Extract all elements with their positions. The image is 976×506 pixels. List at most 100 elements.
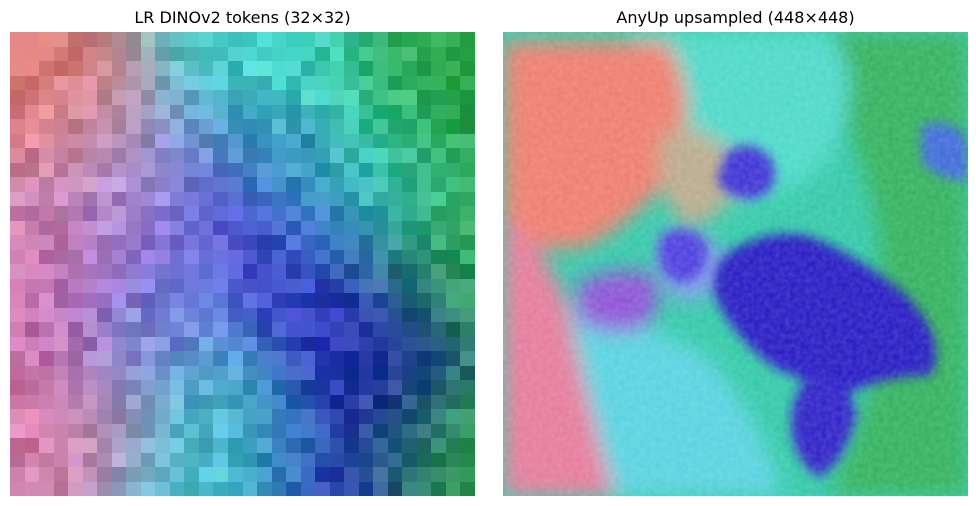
token-cell: [416, 467, 432, 482]
token-cell: [169, 90, 185, 105]
token-cell: [373, 394, 388, 409]
token-cell: [82, 409, 98, 424]
token-cell: [39, 104, 54, 119]
token-cell: [155, 177, 170, 192]
token-cell: [126, 307, 141, 322]
token-cell: [140, 206, 156, 221]
token-cell: [402, 206, 417, 221]
token-cell: [271, 162, 287, 177]
token-cell: [416, 380, 432, 395]
token-cell: [373, 75, 388, 90]
token-cell: [460, 336, 475, 351]
token-cell: [373, 206, 388, 221]
token-cell: [10, 322, 25, 337]
token-cell: [126, 206, 141, 221]
token-cell: [329, 206, 345, 221]
token-cell: [82, 307, 98, 322]
token-cell: [126, 32, 141, 47]
token-cell: [242, 104, 258, 119]
token-cell: [286, 75, 301, 90]
token-cell: [39, 46, 54, 61]
token-cell: [431, 220, 446, 235]
token-cell: [315, 438, 330, 453]
token-cell: [460, 235, 475, 250]
token-cell: [387, 365, 403, 380]
token-cell: [329, 423, 345, 438]
token-cell: [39, 423, 54, 438]
token-cell: [445, 365, 461, 380]
token-cell: [53, 307, 69, 322]
token-cell: [242, 220, 258, 235]
token-cell: [24, 351, 40, 366]
token-cell: [82, 380, 98, 395]
token-cell: [431, 162, 446, 177]
token-cell: [431, 409, 446, 424]
token-cell: [416, 409, 432, 424]
token-cell: [10, 351, 25, 366]
token-cell: [271, 133, 287, 148]
token-cell: [416, 452, 432, 467]
token-cell: [24, 206, 40, 221]
token-cell: [97, 293, 112, 308]
token-cell: [416, 148, 432, 163]
token-cell: [402, 278, 417, 293]
token-cell: [10, 365, 25, 380]
token-cell: [169, 119, 185, 134]
token-cell: [315, 249, 330, 264]
token-cell: [358, 249, 374, 264]
token-cell: [300, 394, 316, 409]
token-cell: [329, 351, 345, 366]
token-cell: [460, 264, 475, 279]
token-cell: [82, 148, 98, 163]
token-cell: [126, 452, 141, 467]
token-cell: [445, 249, 461, 264]
token-cell: [329, 467, 345, 482]
token-cell: [445, 467, 461, 482]
token-cell: [387, 90, 403, 105]
token-cell: [315, 148, 330, 163]
token-cell: [329, 293, 345, 308]
token-cell: [387, 206, 403, 221]
token-cell: [140, 90, 156, 105]
token-cell: [460, 75, 475, 90]
token-cell: [358, 307, 374, 322]
token-cell: [111, 264, 127, 279]
token-cell: [10, 235, 25, 250]
token-cell: [271, 32, 287, 47]
token-cell: [242, 46, 258, 61]
token-cell: [344, 32, 359, 47]
token-cell: [68, 409, 83, 424]
token-cell: [198, 191, 214, 206]
token-cell: [329, 409, 345, 424]
token-cell: [227, 206, 243, 221]
token-cell: [126, 481, 141, 496]
token-cell: [387, 394, 403, 409]
token-cell: [198, 162, 214, 177]
token-cell: [169, 336, 185, 351]
token-cell: [315, 264, 330, 279]
token-cell: [126, 336, 141, 351]
token-cell: [68, 452, 83, 467]
token-cell: [358, 191, 374, 206]
token-cell: [24, 177, 40, 192]
token-cell: [344, 177, 359, 192]
token-cell: [300, 104, 316, 119]
token-cell: [344, 452, 359, 467]
token-cell: [445, 336, 461, 351]
token-cell: [53, 32, 69, 47]
token-cell: [169, 104, 185, 119]
token-cell: [68, 191, 83, 206]
token-cell: [271, 409, 287, 424]
token-cell: [402, 148, 417, 163]
token-cell: [39, 307, 54, 322]
token-cell: [227, 264, 243, 279]
token-cell: [198, 336, 214, 351]
token-cell: [97, 423, 112, 438]
token-cell: [126, 61, 141, 76]
token-cell: [300, 46, 316, 61]
token-cell: [126, 322, 141, 337]
token-cell: [169, 409, 185, 424]
token-cell: [286, 452, 301, 467]
token-cell: [198, 148, 214, 163]
token-cell: [184, 293, 199, 308]
